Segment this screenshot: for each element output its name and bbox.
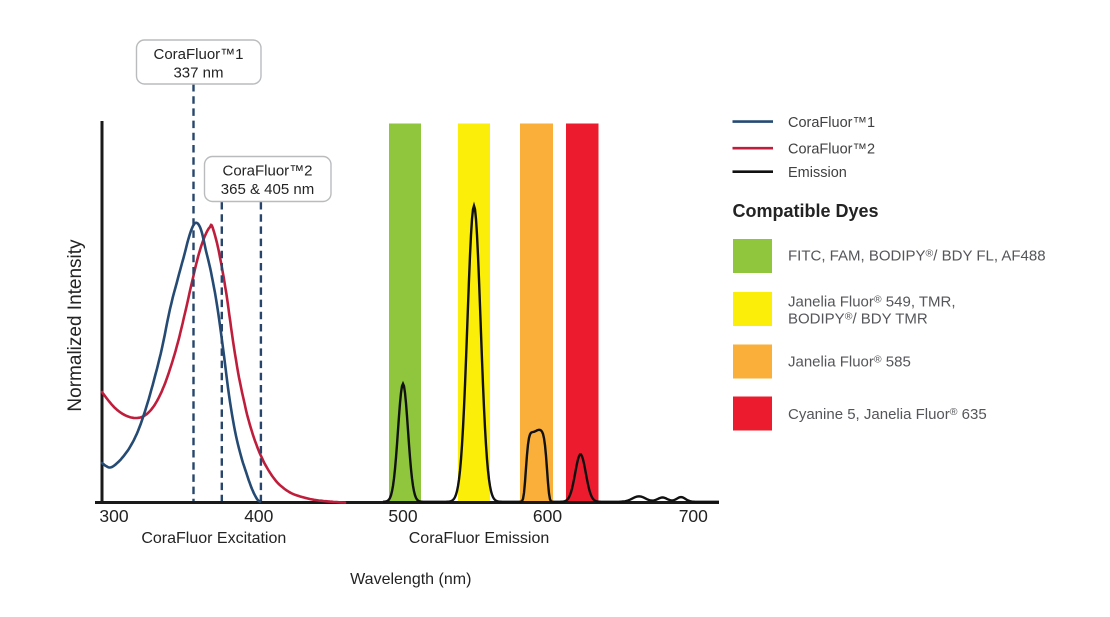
svg-text:Cyanine 5, Janelia Fluor® 635: Cyanine 5, Janelia Fluor® 635 [788,406,987,423]
svg-text:CoraFluor Excitation: CoraFluor Excitation [141,530,286,547]
svg-text:CoraFluor™2: CoraFluor™2 [788,141,875,157]
svg-text:FITC, FAM, BODIPY®/ BDY FL, AF: FITC, FAM, BODIPY®/ BDY FL, AF488 [788,247,1046,264]
svg-text:365 & 405 nm: 365 & 405 nm [221,181,314,198]
svg-text:Janelia Fluor® 549, TMR,: Janelia Fluor® 549, TMR, [788,294,956,311]
svg-text:Compatible Dyes: Compatible Dyes [733,201,879,221]
svg-text:500: 500 [388,506,417,526]
svg-text:Normalized Intensity: Normalized Intensity [65,239,86,412]
svg-text:CoraFluor Emission: CoraFluor Emission [409,530,549,547]
svg-text:CoraFluor™1: CoraFluor™1 [788,115,875,131]
svg-text:600: 600 [533,506,562,526]
svg-text:BODIPY®/ BDY TMR: BODIPY®/ BDY TMR [788,311,928,328]
svg-text:Emission: Emission [788,165,847,181]
svg-text:Wavelength (nm): Wavelength (nm) [350,571,471,588]
svg-text:300: 300 [99,506,128,526]
svg-text:Janelia Fluor® 585: Janelia Fluor® 585 [788,354,911,371]
svg-text:CoraFluor™1: CoraFluor™1 [153,46,243,63]
svg-text:700: 700 [679,506,708,526]
svg-text:337 nm: 337 nm [173,65,223,82]
svg-text:400: 400 [244,506,273,526]
svg-text:CoraFluor™2: CoraFluor™2 [222,163,312,180]
